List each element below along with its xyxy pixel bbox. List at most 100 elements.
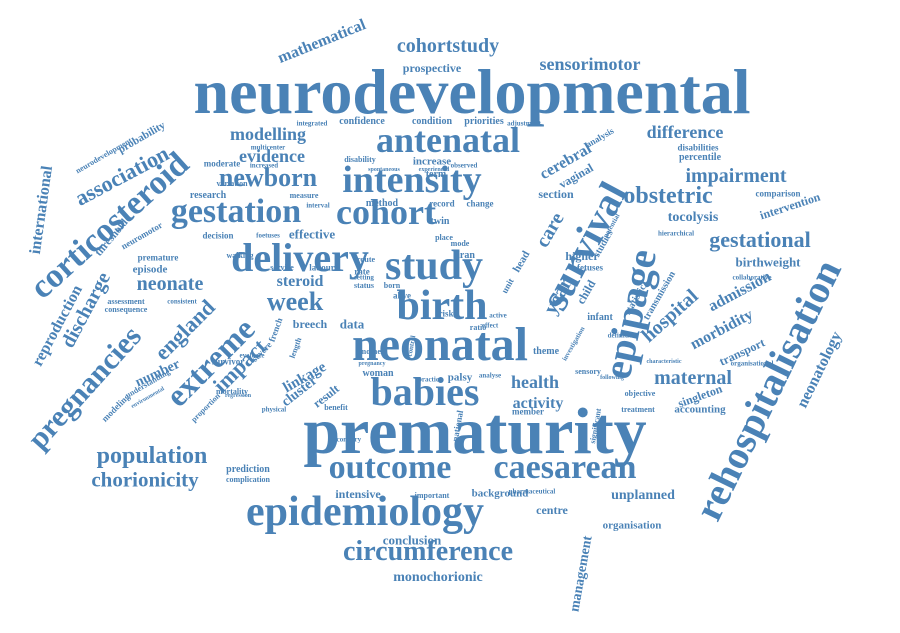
word: decision: [202, 232, 233, 241]
word: obstetric: [623, 184, 712, 208]
word: analysis: [585, 126, 616, 149]
word: infant: [587, 313, 613, 323]
word: tocolysis: [668, 211, 719, 225]
word: consequence: [105, 306, 148, 314]
word: neurodevelopmental: [193, 60, 750, 124]
word: confidence: [339, 117, 385, 127]
word: research: [190, 191, 226, 201]
word: interval: [306, 203, 329, 210]
word: head: [512, 249, 533, 274]
word: section: [538, 188, 573, 200]
word: alive: [393, 292, 411, 301]
word: steroid: [277, 274, 324, 290]
word: increased: [250, 163, 278, 170]
word: disability: [344, 156, 376, 164]
word: effect: [482, 323, 498, 330]
word: variation: [216, 180, 247, 188]
word: member: [512, 408, 544, 417]
word: antenatal: [376, 122, 520, 158]
word: measure: [290, 192, 319, 200]
word: caesarean: [494, 451, 637, 485]
word: labour: [309, 264, 335, 273]
word: fetuses: [577, 264, 603, 273]
word: management: [568, 535, 595, 613]
word: cohortstudy: [397, 36, 499, 56]
word: episode: [133, 265, 168, 276]
word: data: [340, 318, 365, 331]
word: increase: [413, 157, 451, 168]
word: multicenter: [251, 145, 286, 152]
word: route: [357, 256, 375, 264]
word: outcome: [329, 451, 452, 485]
word: priorities: [464, 117, 503, 127]
word: health: [511, 373, 559, 391]
word: physical: [262, 407, 287, 414]
word: treatment: [621, 406, 655, 414]
word: effective: [289, 228, 335, 241]
word: observed: [451, 163, 478, 170]
word: evaluate: [240, 353, 265, 360]
word: complication: [226, 476, 270, 484]
word: integrated: [297, 121, 328, 128]
word: definition: [608, 333, 637, 340]
word: investigation: [561, 326, 586, 363]
word: following: [600, 375, 624, 381]
word: prospective: [403, 62, 461, 74]
word: objective: [625, 390, 656, 398]
word: intensive: [335, 488, 380, 500]
word: iran: [457, 251, 475, 261]
word: length: [289, 337, 304, 360]
word: status: [354, 282, 374, 290]
word: characteristic: [647, 359, 682, 365]
word: gestational: [709, 229, 810, 251]
word: benefit: [324, 404, 348, 412]
word: sensorimotor: [540, 55, 641, 73]
word: pregnancy: [359, 361, 386, 367]
word: mother: [360, 348, 385, 356]
word: population: [97, 444, 208, 468]
word: accounting: [674, 405, 725, 416]
word: prediction: [226, 465, 270, 475]
word: week: [267, 289, 323, 315]
word: secondary: [331, 437, 361, 444]
word: comparison: [756, 190, 801, 199]
word: unplanned: [611, 489, 675, 503]
word: change: [467, 200, 494, 209]
word: woman: [362, 369, 393, 379]
word: hierarchical: [658, 231, 694, 238]
word: pharmaceutical: [509, 489, 556, 496]
word: birthweight: [736, 256, 801, 269]
word: disabilities: [677, 144, 718, 153]
word: modelling: [230, 125, 306, 143]
word: monochorionic: [393, 571, 482, 585]
word: organisation: [603, 521, 662, 532]
word: breech: [293, 318, 327, 330]
word: foetuses: [256, 233, 280, 240]
word: record: [429, 200, 454, 209]
word: neonate: [137, 274, 204, 294]
word: sensory: [575, 368, 601, 376]
word: setting: [354, 275, 374, 282]
word: regression: [225, 393, 251, 399]
word: palsy: [448, 373, 472, 384]
word: percentile: [679, 153, 721, 163]
word: active: [489, 313, 507, 320]
word: unit: [500, 277, 516, 295]
word: theme: [533, 347, 559, 357]
word: condition: [412, 117, 452, 127]
word: service: [270, 264, 294, 272]
word: adjustment: [507, 121, 541, 128]
word: risk: [438, 310, 453, 319]
word: consistent: [167, 299, 197, 306]
word: collaborative: [733, 275, 772, 282]
word: important: [415, 492, 450, 500]
word: twin: [431, 217, 450, 227]
word: born: [384, 282, 400, 290]
word: mode: [451, 240, 470, 248]
word: analyse: [479, 373, 501, 380]
word: difference: [647, 123, 724, 141]
word: chorionicity: [91, 470, 198, 491]
word: method: [366, 199, 398, 209]
word: conclusion: [383, 534, 442, 547]
